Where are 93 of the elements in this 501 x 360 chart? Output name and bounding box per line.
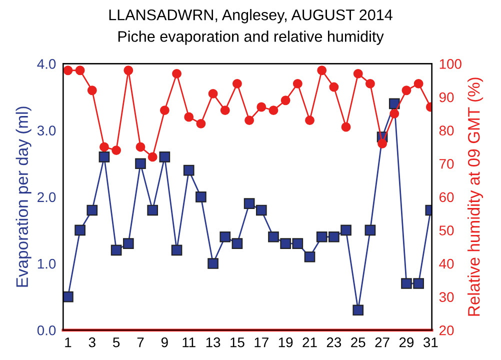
y2-tick-label: 30 bbox=[439, 292, 454, 302]
x-tick-label: 25 bbox=[351, 337, 366, 348]
point bbox=[353, 68, 363, 78]
point bbox=[402, 86, 412, 96]
point bbox=[75, 66, 85, 76]
y-tick-label: 3.0 bbox=[37, 126, 56, 136]
point bbox=[196, 192, 206, 202]
point bbox=[280, 96, 290, 106]
x-tick-label: 5 bbox=[113, 338, 120, 348]
point bbox=[414, 78, 424, 88]
x-tick-label: 15 bbox=[230, 338, 244, 348]
point bbox=[329, 82, 339, 92]
point bbox=[100, 142, 109, 152]
y2-tick-label: 40 bbox=[439, 258, 454, 269]
point bbox=[292, 78, 302, 88]
y-tick-label: 0.0 bbox=[37, 325, 56, 336]
x-tick-label: 9 bbox=[161, 337, 168, 348]
point bbox=[124, 66, 134, 76]
point bbox=[292, 238, 304, 249]
point bbox=[160, 106, 170, 116]
point bbox=[244, 116, 254, 126]
y2-tick-label: 90 bbox=[439, 92, 454, 102]
point bbox=[63, 291, 74, 302]
y-axis-title: Evaporation per day (ml) bbox=[16, 106, 32, 287]
point bbox=[256, 102, 266, 112]
point bbox=[268, 106, 278, 116]
point bbox=[220, 106, 230, 116]
point bbox=[183, 164, 194, 176]
point bbox=[340, 224, 352, 236]
point bbox=[364, 224, 376, 236]
point bbox=[63, 66, 73, 76]
point bbox=[316, 231, 328, 242]
y2-tick-label: 80 bbox=[439, 126, 454, 136]
point bbox=[401, 278, 412, 289]
point bbox=[159, 152, 170, 162]
point bbox=[172, 68, 182, 78]
point bbox=[305, 116, 314, 126]
point bbox=[268, 231, 279, 242]
x-tick-label: 11 bbox=[182, 338, 196, 348]
point bbox=[171, 244, 182, 256]
point bbox=[208, 258, 218, 269]
x-tick-label: 13 bbox=[206, 337, 220, 348]
chart-title: LLANSADWRN, Anglesey, AUGUST 2014 bbox=[109, 9, 392, 24]
point bbox=[352, 304, 364, 316]
x-tick-label: 31 bbox=[423, 337, 438, 348]
point bbox=[184, 112, 194, 122]
point bbox=[112, 146, 122, 156]
point bbox=[135, 158, 146, 170]
y2-tick-label: 60 bbox=[440, 192, 454, 202]
x-tick-label: 19 bbox=[278, 337, 293, 348]
x-tick-label: 29 bbox=[399, 337, 414, 348]
point bbox=[341, 122, 351, 132]
point bbox=[196, 118, 206, 128]
point bbox=[388, 98, 400, 110]
point bbox=[208, 88, 218, 98]
point bbox=[122, 238, 134, 249]
y-tick-label: 2.0 bbox=[38, 192, 56, 202]
point bbox=[304, 251, 316, 262]
point bbox=[280, 238, 291, 249]
point bbox=[86, 204, 98, 216]
y-tick-label: 4.0 bbox=[37, 59, 56, 69]
point bbox=[413, 278, 424, 289]
x-tick-label: 3 bbox=[88, 337, 96, 348]
point bbox=[256, 204, 267, 216]
x-tick-label: 17 bbox=[254, 338, 268, 348]
point bbox=[98, 152, 110, 162]
y-tick-label: 1.0 bbox=[38, 258, 56, 269]
point bbox=[232, 238, 243, 249]
y2-tick-label: 100 bbox=[440, 59, 462, 69]
point bbox=[220, 231, 231, 242]
point bbox=[74, 224, 86, 236]
point bbox=[110, 244, 122, 256]
y2-tick-label: 50 bbox=[439, 226, 454, 236]
x-tick-label: 23 bbox=[326, 337, 342, 348]
x-tick-label: 1 bbox=[65, 338, 72, 348]
point bbox=[148, 152, 158, 162]
chart-subtitle: Piche evaporation and relative humidity bbox=[118, 30, 384, 45]
x-tick-label: 27 bbox=[375, 337, 390, 348]
y2-tick-label: 70 bbox=[440, 158, 454, 169]
point bbox=[317, 66, 327, 76]
point bbox=[147, 204, 158, 216]
y2-tick-label: 20 bbox=[440, 325, 454, 336]
y2-axis-title: Relative humidity at 09 GMT (%) bbox=[468, 78, 484, 316]
point bbox=[87, 86, 97, 96]
x-tick-label: 7 bbox=[137, 338, 144, 348]
point bbox=[390, 108, 400, 118]
point bbox=[244, 198, 255, 209]
point bbox=[232, 78, 242, 88]
point bbox=[328, 231, 340, 242]
point bbox=[378, 138, 388, 148]
point bbox=[365, 78, 375, 88]
point bbox=[136, 142, 146, 152]
x-tick-label: 21 bbox=[302, 337, 317, 348]
